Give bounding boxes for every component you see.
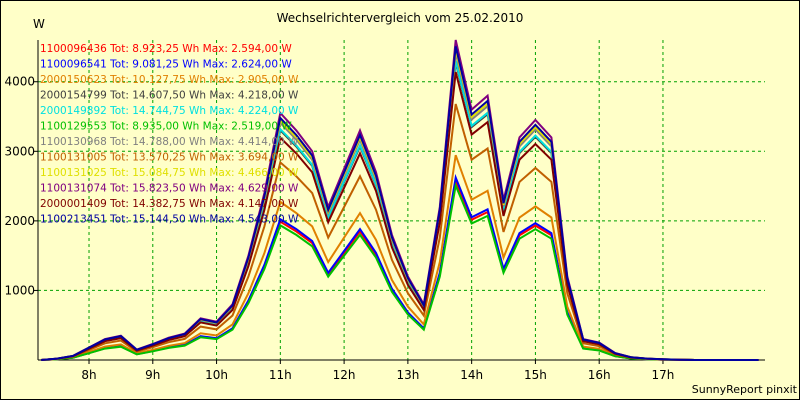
legend-entry: 2000150623 Tot: 10.127,75 Wh Max: 2.905,…	[40, 74, 299, 86]
x-tick-label: 10h	[205, 368, 228, 382]
legend-entry: 1100131005 Tot: 13.570,25 Wh Max: 3.694,…	[40, 152, 299, 164]
x-tick-label: 16h	[588, 368, 611, 382]
legend-entry: 1100131025 Tot: 15.084,75 Wh Max: 4.466,…	[40, 167, 299, 179]
legend-entry: 1100129553 Tot: 8.935,00 Wh Max: 2.519,0…	[40, 121, 292, 133]
x-tick-label: 13h	[396, 368, 419, 382]
x-tick-label: 9h	[145, 368, 160, 382]
x-tick-label: 17h	[652, 368, 675, 382]
legend-entry: 2000149892 Tot: 14.744,75 Wh Max: 4.224,…	[40, 105, 299, 117]
legend-entry: 1100130968 Tot: 14.788,00 Wh Max: 4.414,…	[40, 136, 299, 148]
legend-entry: 2000154799 Tot: 14.607,50 Wh Max: 4.218,…	[40, 90, 299, 102]
footer-credit: SunnyReport pinxit	[692, 383, 798, 396]
series-line	[41, 46, 759, 361]
x-tick-label: 8h	[81, 368, 96, 382]
y-axis-label: W	[33, 17, 45, 31]
legend: 1100096436 Tot: 8.923,25 Wh Max: 2.594,0…	[40, 43, 299, 226]
series-lines	[41, 39, 759, 361]
legend-entry: 1100131074 Tot: 15.823,50 Wh Max: 4.629,…	[40, 183, 299, 195]
chart-title: Wechselrichtervergleich vom 25.02.2010	[277, 11, 524, 25]
y-tick-label: 1000	[4, 283, 35, 297]
legend-entry: 1100096436 Tot: 8.923,25 Wh Max: 2.594,0…	[40, 43, 292, 55]
x-tick-label: 12h	[333, 368, 356, 382]
axes: 8h 9h 10h 11h 12h 13h 14h 15h 16h 17h 1000 2000 3000…	[4, 40, 765, 382]
y-tick-label: 2000	[4, 214, 35, 228]
legend-entry: 2000001409 Tot: 14.382,75 Wh Max: 4.147,…	[40, 198, 299, 210]
legend-entry: 1100096541 Tot: 9.081,25 Wh Max: 2.624,0…	[40, 59, 292, 71]
y-tick-label: 3000	[4, 144, 35, 158]
y-tick-label: 4000	[4, 75, 35, 89]
x-tick-label: 14h	[460, 368, 483, 382]
x-tick-label: 11h	[269, 368, 292, 382]
x-tick-label: 15h	[524, 368, 547, 382]
legend-entry: 1100213451 Tot: 15.144,50 Wh Max: 4.543,…	[40, 214, 299, 226]
